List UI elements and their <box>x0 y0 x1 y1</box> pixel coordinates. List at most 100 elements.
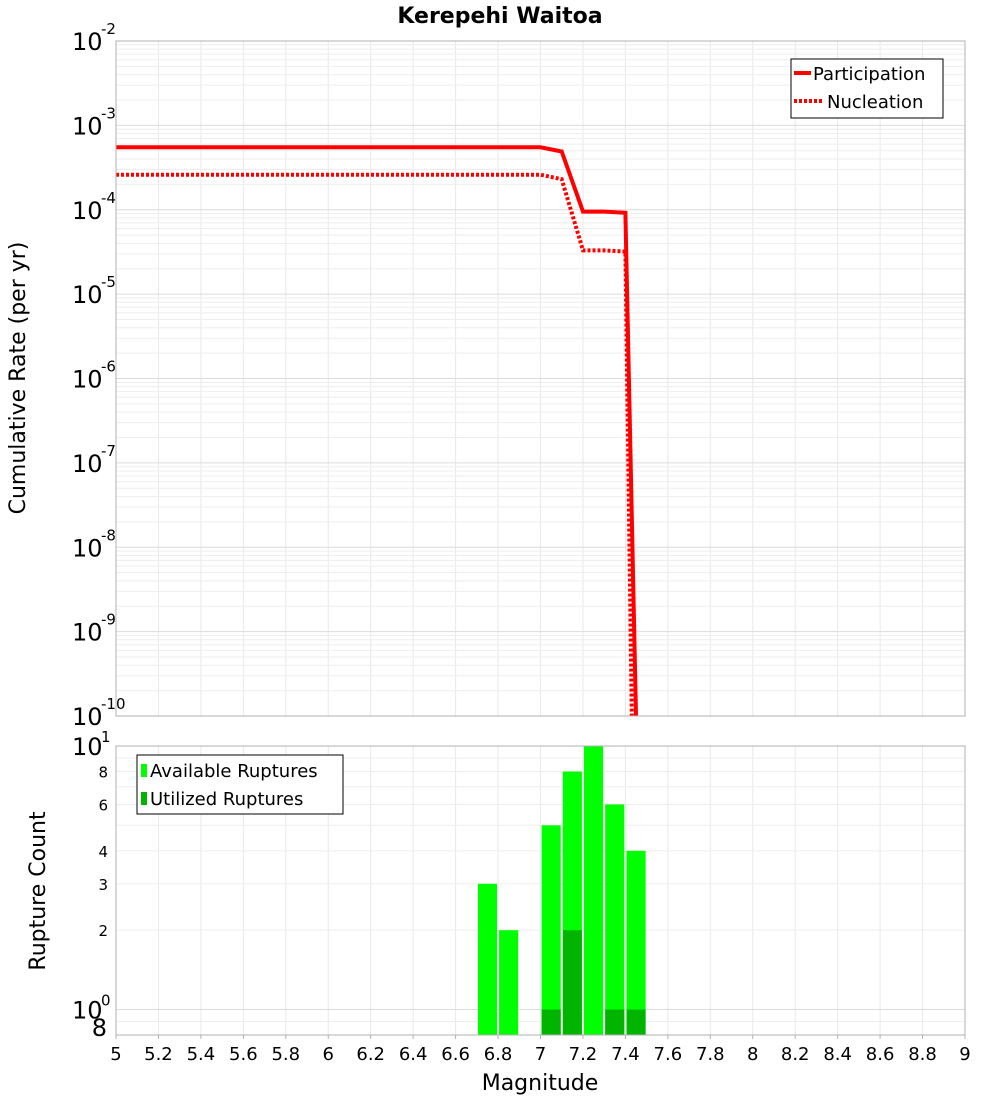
available-bar <box>626 850 646 1035</box>
x-tick-label: 7.2 <box>569 1044 598 1065</box>
top-y-tick-label: 10-5 <box>72 273 116 309</box>
x-tick-label: 7.6 <box>654 1044 683 1065</box>
utilized-bar <box>562 930 582 1035</box>
x-tick-label: 7.8 <box>696 1044 725 1065</box>
x-tick-label: 6.6 <box>441 1044 470 1065</box>
top-y-tick-label: 10-3 <box>72 104 116 140</box>
x-tick-label: 5.8 <box>271 1044 300 1065</box>
x-tick-label: 8.8 <box>908 1044 937 1065</box>
tick-base: 10 <box>72 197 103 225</box>
top-y-axis-label: Cumulative Rate (per yr) <box>6 242 31 515</box>
x-tick-label: 9 <box>959 1044 970 1065</box>
top-y-tick-label: 10-4 <box>72 189 116 225</box>
available-bar <box>541 825 561 1035</box>
bottom-y-tick-label: 8 <box>98 764 108 782</box>
x-tick-label: 6 <box>323 1044 334 1065</box>
x-tick-label: 8.4 <box>823 1044 852 1065</box>
bottom-legend: Available Ruptures Utilized Ruptures <box>136 754 344 815</box>
bottom-y-tick-label: 100 <box>72 991 111 1024</box>
tick-value: 8 <box>92 1014 107 1042</box>
x-tick-label: 7.4 <box>611 1044 640 1065</box>
bottom-y-tick-label: 4 <box>98 843 108 861</box>
tick-exponent: -10 <box>101 695 126 713</box>
top-y-tick-label: 10-8 <box>72 526 116 562</box>
utilized-bar <box>541 1009 561 1035</box>
legend-label-nucleation: Nucleation <box>827 92 923 113</box>
top-y-tick-label: 10-2 <box>72 20 116 56</box>
tick-exponent: 1 <box>101 728 111 746</box>
chart-title: Kerepehi Waitoa <box>397 4 602 29</box>
available-bar <box>477 883 497 1035</box>
tick-exponent: -6 <box>101 358 116 376</box>
series-line-nucleation <box>116 172 634 717</box>
tick-base: 10 <box>72 28 103 56</box>
x-tick-label: 5.6 <box>229 1044 258 1065</box>
top-y-tick-labels: 10-210-310-410-510-610-710-810-910-10 <box>72 20 126 731</box>
legend-swatch-available <box>141 764 147 777</box>
x-tick-label: 5.4 <box>187 1044 216 1065</box>
tick-value: 8 <box>98 764 108 782</box>
x-tick-label: 6.8 <box>484 1044 513 1065</box>
tick-exponent: -7 <box>101 442 116 460</box>
x-tick-labels: 5 5.2 5.4 5.6 5.8 6 6.2 6.4 6.6 6.8 7 7.2 7.4 7.6 7.8 8… <box>110 1035 971 1065</box>
x-tick-label: 5.2 <box>144 1044 173 1065</box>
tick-base: 10 <box>72 281 103 309</box>
tick-base: 10 <box>72 366 103 394</box>
available-bar <box>584 746 604 1035</box>
tick-exponent: -8 <box>101 526 116 544</box>
tick-base: 10 <box>72 703 103 731</box>
bottom-y-axis-label: Rupture Count <box>26 811 51 971</box>
legend-label-available: Available Ruptures <box>150 761 318 782</box>
tick-exponent: 0 <box>101 991 111 1009</box>
utilized-bar <box>626 1009 646 1035</box>
top-y-tick-label: 10-9 <box>72 611 116 647</box>
available-bar <box>605 804 625 1035</box>
top-series-lines <box>116 145 638 717</box>
bottom-y-tick-label: 2 <box>98 922 108 940</box>
bottom-bars <box>477 746 646 1035</box>
bottom-legend-box <box>136 754 344 815</box>
top-y-tick-label: 10-7 <box>72 442 116 478</box>
tick-base: 10 <box>72 450 103 478</box>
x-tick-label: 7 <box>535 1044 546 1065</box>
utilized-bar <box>605 1009 625 1035</box>
tick-base: 10 <box>72 733 103 761</box>
tick-value: 4 <box>98 843 108 861</box>
tick-exponent: -2 <box>101 20 116 38</box>
tick-base: 10 <box>72 619 103 647</box>
tick-exponent: -3 <box>101 104 116 122</box>
series-line-participation <box>116 145 638 717</box>
top-legend-box <box>790 58 944 119</box>
tick-base: 10 <box>72 112 103 140</box>
available-bar <box>499 930 519 1035</box>
top-legend: Participation Nucleation <box>790 58 944 119</box>
x-tick-label: 6.2 <box>356 1044 385 1065</box>
x-tick-label: 8.6 <box>866 1044 895 1065</box>
tick-exponent: -5 <box>101 273 116 291</box>
tick-value: 3 <box>98 876 108 894</box>
tick-exponent: -9 <box>101 611 116 629</box>
bottom-y-tick-label: 8 <box>92 1014 107 1042</box>
bottom-y-tick-label: 6 <box>98 796 108 814</box>
legend-swatch-utilized <box>141 792 147 805</box>
tick-value: 6 <box>98 796 108 814</box>
tick-value: 2 <box>98 922 108 940</box>
legend-label-participation: Participation <box>813 64 925 85</box>
x-tick-label: 8 <box>747 1044 758 1065</box>
tick-exponent: -4 <box>101 189 116 207</box>
legend-label-utilized: Utilized Ruptures <box>150 789 303 810</box>
top-y-tick-label: 10-10 <box>72 695 126 731</box>
top-plot-border <box>115 40 966 717</box>
bottom-y-tick-label: 101 <box>72 728 111 761</box>
top-grid <box>115 41 966 717</box>
bottom-y-tick-label: 3 <box>98 876 108 894</box>
tick-base: 10 <box>72 996 103 1024</box>
x-tick-label: 8.2 <box>781 1044 810 1065</box>
x-axis-label: Magnitude <box>482 1071 599 1096</box>
x-tick-label: 6.4 <box>399 1044 428 1065</box>
tick-base: 10 <box>72 534 103 562</box>
x-tick-label: 5 <box>110 1044 121 1065</box>
top-y-tick-label: 10-6 <box>72 358 116 394</box>
